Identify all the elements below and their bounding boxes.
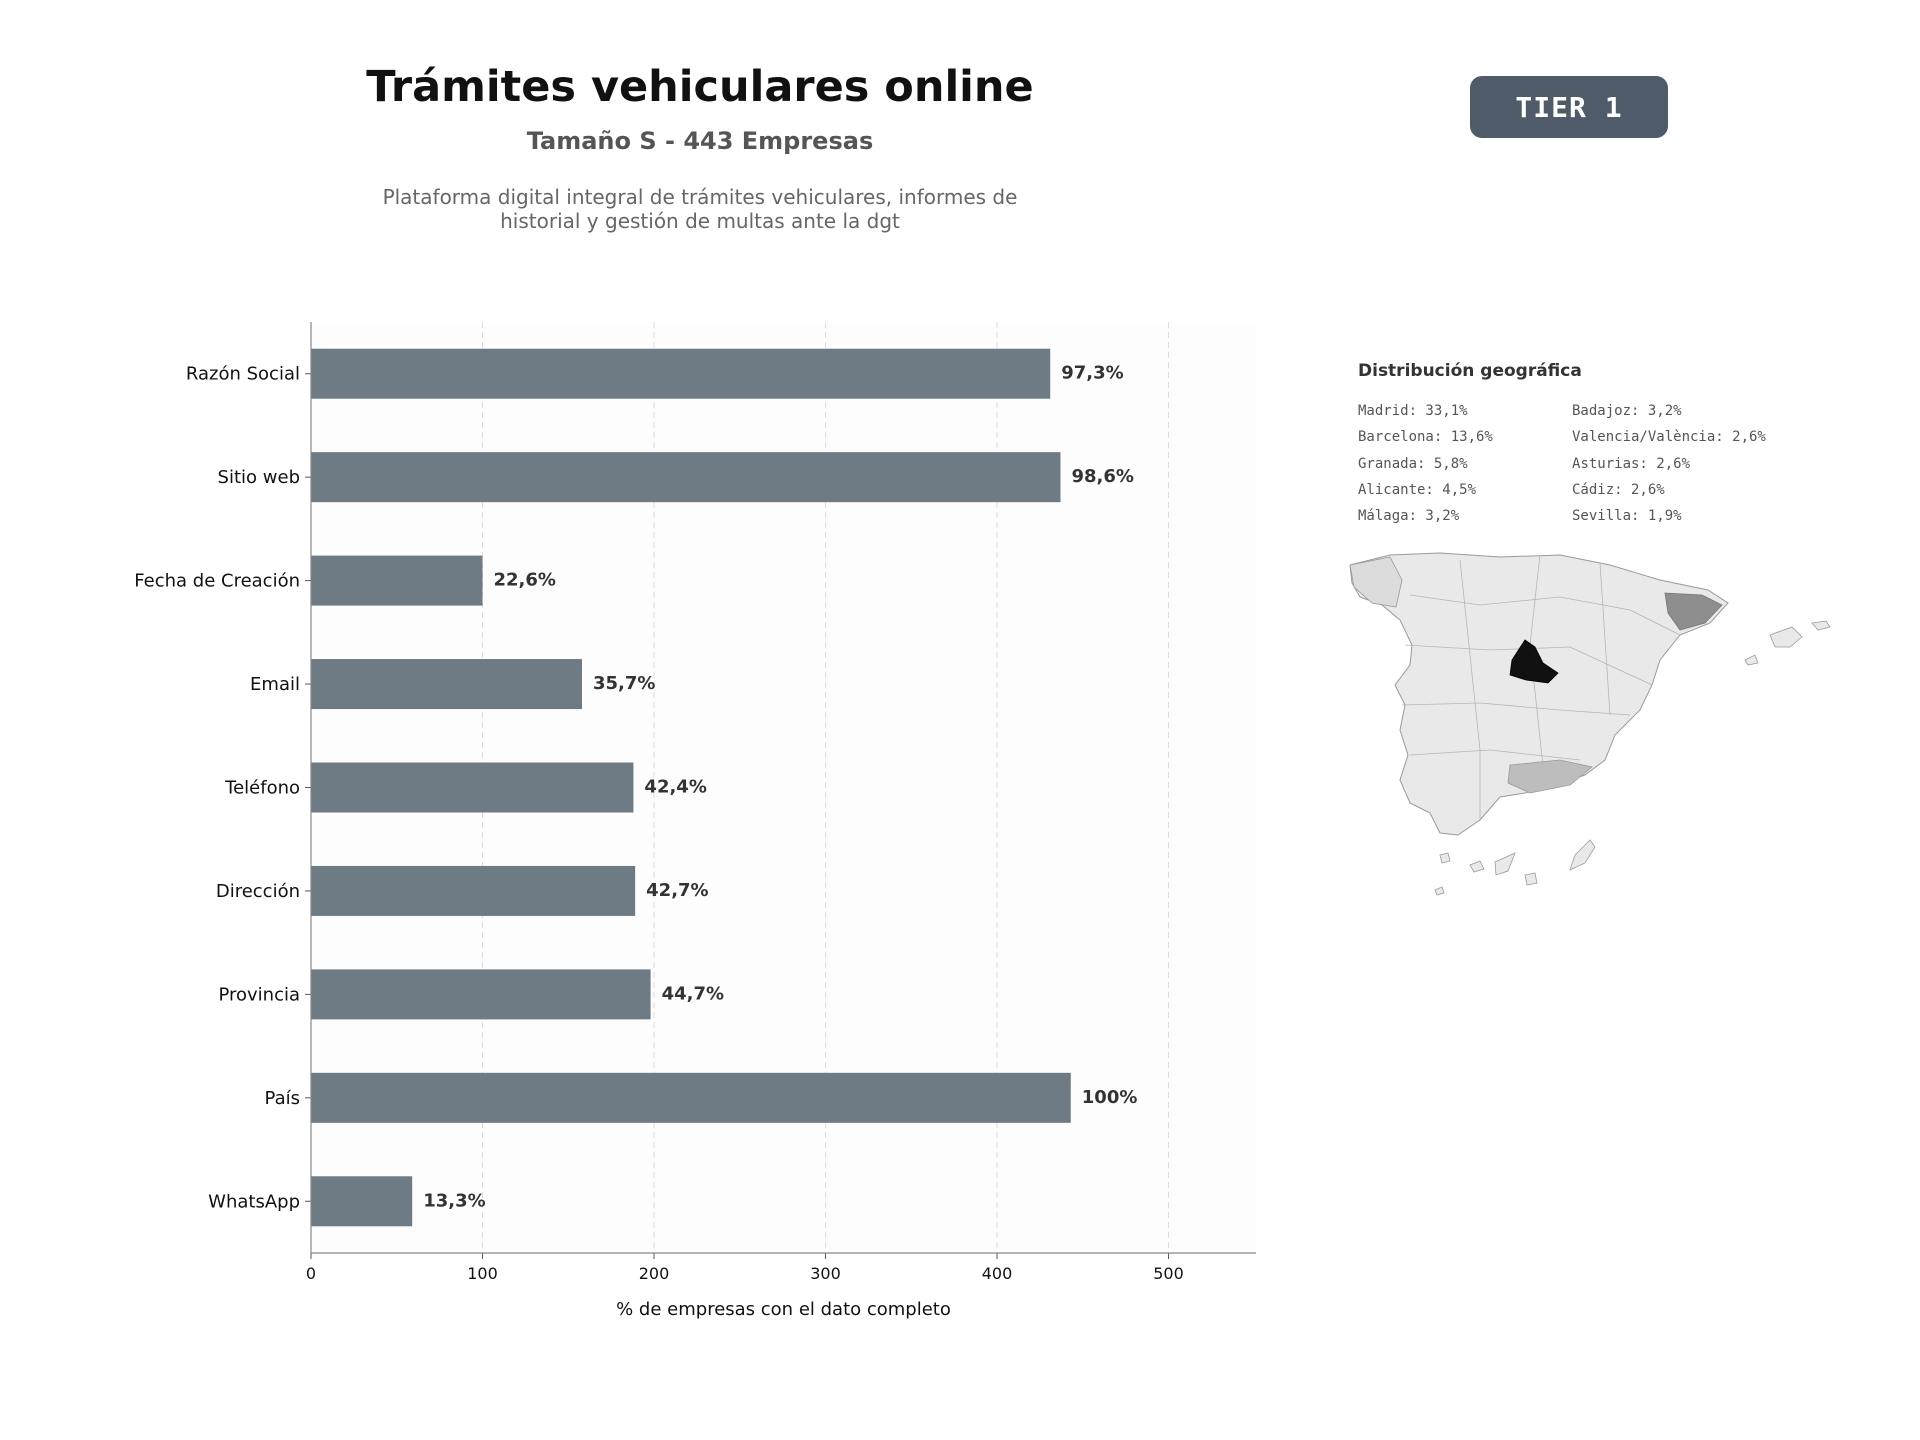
geo-title: Distribución geográfica <box>1358 361 1582 381</box>
data-label: 22,6% <box>494 570 556 591</box>
geo-item: Sevilla: 1,9% <box>1572 508 1682 525</box>
category-label: Fecha de Creación <box>134 571 300 592</box>
x-tick-label: 100 <box>467 1264 498 1283</box>
data-label: 100% <box>1082 1087 1138 1108</box>
spain-province-map <box>1349 552 1831 896</box>
geo-item: Asturias: 2,6% <box>1572 455 1691 472</box>
geo-item: Alicante: 4,5% <box>1358 481 1477 498</box>
map-region-madrid <box>1509 639 1559 684</box>
data-label: 13,3% <box>423 1190 485 1211</box>
bar <box>311 1176 413 1227</box>
x-tick-label: 0 <box>306 1264 316 1283</box>
geo-item: Barcelona: 13,6% <box>1358 429 1493 446</box>
completeness-bar-chart: 0 100 200 300 400 500 Razón Social 97,3% Sitio w… <box>134 322 1256 1320</box>
geo-list-right: Badajoz: 3,2% Valencia/València: 2,6% Astu… <box>1572 398 1766 529</box>
bar <box>311 452 1061 503</box>
category-label: País <box>265 1088 300 1109</box>
map-canaries <box>1434 839 1596 896</box>
map-region-galicia <box>1349 556 1403 608</box>
bar <box>311 659 582 710</box>
geo-item: Badajoz: 3,2% <box>1572 403 1682 419</box>
bar <box>311 348 1051 399</box>
category-label: WhatsApp <box>208 1191 300 1212</box>
bar <box>311 865 636 916</box>
data-label: 98,6% <box>1071 466 1133 487</box>
page-description: Plataforma digital integral de trámites … <box>382 185 1018 233</box>
geo-item: Madrid: 33,1% <box>1358 403 1468 419</box>
x-tick-label: 300 <box>810 1264 841 1283</box>
category-label: Dirección <box>216 881 300 902</box>
bar <box>311 1072 1071 1123</box>
bar <box>311 555 483 606</box>
category-label: Email <box>250 674 300 695</box>
data-label: 35,7% <box>593 673 655 694</box>
map-region-catalonia <box>1664 592 1723 631</box>
x-tick-label: 400 <box>982 1264 1013 1283</box>
map-balearics <box>1744 620 1831 666</box>
page-subtitle: Tamaño S - 443 Empresas <box>526 127 874 155</box>
map-region-andalucia-east <box>1507 759 1593 794</box>
category-label: Sitio web <box>218 467 300 488</box>
geo-item: Cádiz: 2,6% <box>1572 481 1665 498</box>
geo-item: Valencia/València: 2,6% <box>1572 429 1766 446</box>
x-tick-label: 200 <box>639 1264 670 1283</box>
category-label: Provincia <box>218 984 300 1005</box>
geo-list-left: Madrid: 33,1% Barcelona: 13,6% Granada: 5,… <box>1358 398 1493 529</box>
category-label: Teléfono <box>224 778 300 799</box>
x-axis-label: % de empresas con el dato completo <box>616 1299 951 1320</box>
geo-item: Málaga: 3,2% <box>1358 508 1460 525</box>
bar <box>311 969 651 1020</box>
x-tick-label: 500 <box>1153 1264 1184 1283</box>
data-label: 42,7% <box>646 880 708 901</box>
data-label: 42,4% <box>644 777 706 798</box>
map-mainland <box>1349 552 1729 836</box>
geo-item: Granada: 5,8% <box>1358 455 1468 472</box>
bar <box>311 762 634 813</box>
page-title: Trámites vehiculares online <box>366 62 1034 112</box>
data-label: 44,7% <box>662 983 724 1004</box>
category-label: Razón Social <box>186 364 300 385</box>
tier-badge: TIER 1 <box>1470 76 1668 138</box>
data-label: 97,3% <box>1061 363 1123 384</box>
